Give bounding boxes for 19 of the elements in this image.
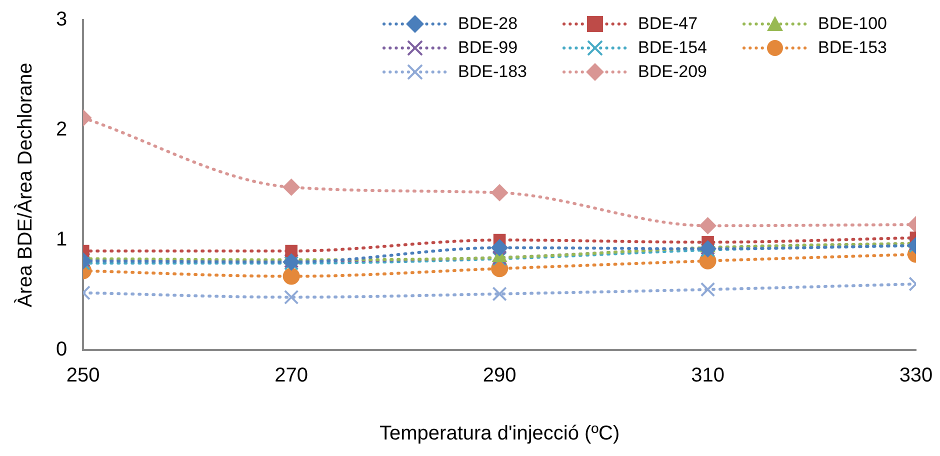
y-tick-label: 2 [56, 118, 68, 141]
legend-label: BDE-28 [458, 14, 518, 34]
y-axis-title: Àrea BDE/Àrea Dechlorane [14, 62, 37, 308]
x-tick-label: 310 [691, 364, 724, 387]
y-tick-label: 0 [56, 338, 68, 361]
y-tick-label: 1 [56, 228, 68, 251]
x-tick-label: 330 [899, 364, 933, 387]
legend-label: BDE-183 [458, 62, 527, 82]
legend-label: BDE-154 [638, 38, 707, 58]
legend-label: BDE-100 [818, 14, 887, 34]
x-axis-title: Temperatura d'injecció (ºC) [380, 422, 620, 445]
x-tick-label: 270 [274, 364, 308, 387]
x-tick-label: 250 [66, 364, 100, 387]
x-tick-label: 290 [482, 364, 516, 387]
legend-label: BDE-47 [638, 14, 698, 34]
legend-label: BDE-153 [818, 38, 887, 58]
y-tick-label: 3 [56, 8, 68, 31]
legend-label: BDE-209 [638, 62, 707, 82]
legend-label: BDE-99 [458, 38, 518, 58]
